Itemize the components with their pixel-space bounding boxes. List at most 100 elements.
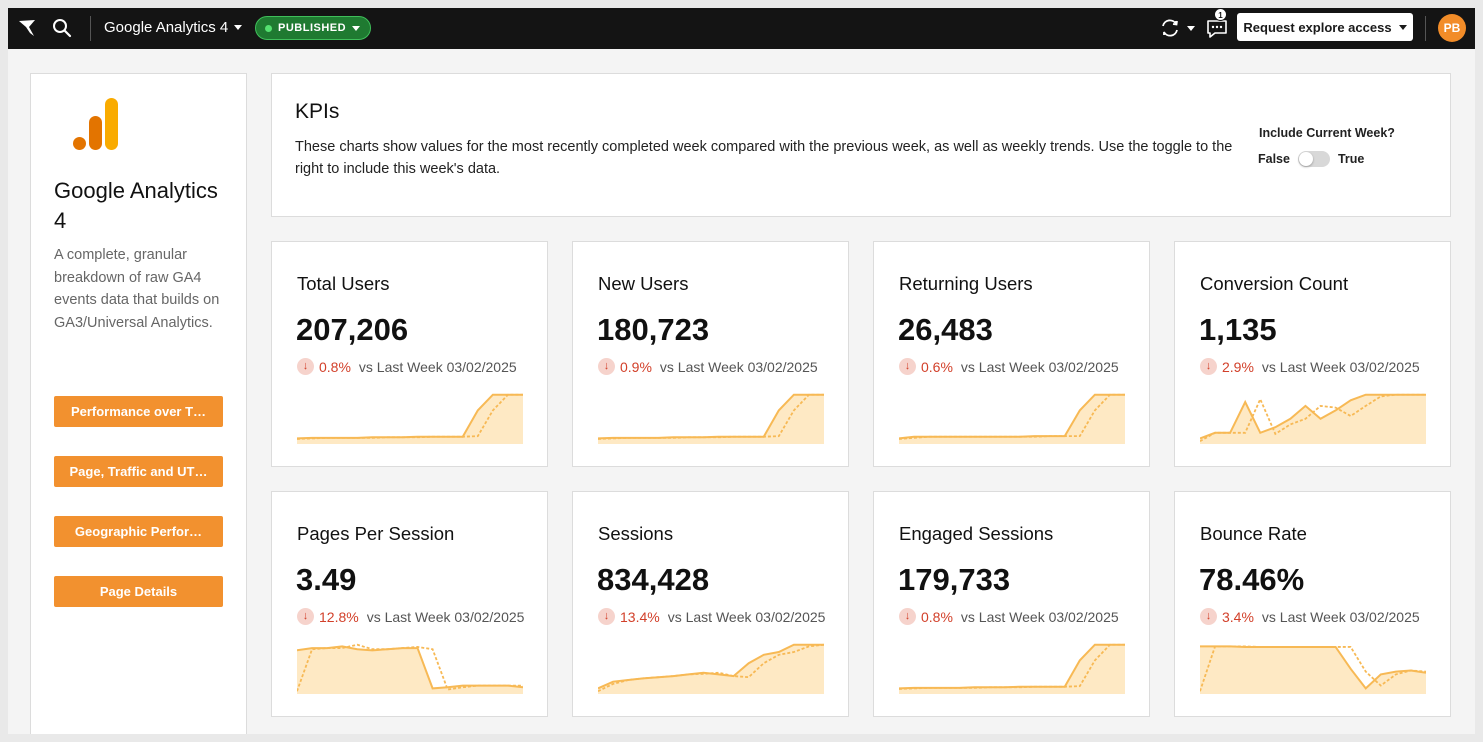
arrow-down-icon: ↓ bbox=[598, 608, 615, 625]
delta-percent: 0.8% bbox=[319, 358, 351, 375]
sigma-logo-icon[interactable] bbox=[17, 17, 39, 39]
arrow-down-icon: ↓ bbox=[899, 608, 916, 625]
sparkline-chart bbox=[297, 643, 523, 694]
delta-percent: 0.9% bbox=[620, 358, 652, 375]
sparkline-chart bbox=[1200, 645, 1426, 694]
kpi-card: New Users 180,723 ↓ 0.9% vs Last Week 03/02/… bbox=[572, 241, 849, 467]
kpi-description: These charts show values for the most re… bbox=[295, 139, 1233, 177]
kpi-card-delta: ↓ 0.9% vs Last Week 03/02/2025 bbox=[598, 358, 838, 375]
delta-percent: 12.8% bbox=[319, 608, 359, 625]
sparkline-chart bbox=[899, 393, 1125, 444]
kpi-card-title: Total Users bbox=[297, 273, 390, 294]
kpi-card-title: New Users bbox=[598, 273, 689, 294]
kpi-card-title: Sessions bbox=[598, 523, 674, 544]
delta-percent: 0.6% bbox=[921, 358, 953, 375]
comparison-label: vs Last Week 03/02/2025 bbox=[358, 358, 517, 375]
sparkline-chart bbox=[598, 393, 824, 444]
notification-count-badge: 1 bbox=[1214, 8, 1227, 21]
comment-icon[interactable] bbox=[1205, 16, 1229, 40]
kpi-card-value: 834,428 bbox=[597, 562, 710, 597]
kpi-card-delta: ↓ 3.4% vs Last Week 03/02/2025 bbox=[1200, 608, 1440, 625]
nav-button-page-details[interactable]: Page Details bbox=[54, 576, 223, 607]
sidebar-panel: Google Analytics 4 A complete, granular … bbox=[30, 73, 247, 734]
delta-percent: 13.4% bbox=[620, 608, 660, 625]
kpi-card-title: Engaged Sessions bbox=[899, 523, 1054, 544]
kpi-title: KPIs bbox=[295, 100, 340, 123]
sparkline-previous-line bbox=[297, 643, 523, 692]
kpi-card-value: 207,206 bbox=[296, 312, 409, 347]
user-avatar[interactable]: PB bbox=[1438, 14, 1466, 42]
delta-percent: 3.4% bbox=[1222, 608, 1254, 625]
kpi-card: Total Users 207,206 ↓ 0.8% vs Last Week 03/0… bbox=[271, 241, 548, 467]
workbook-title-menu[interactable]: Google Analytics 4 bbox=[104, 19, 243, 36]
kpi-card-delta: ↓ 2.9% vs Last Week 03/02/2025 bbox=[1200, 358, 1440, 375]
kpi-card-delta: ↓ 0.6% vs Last Week 03/02/2025 bbox=[899, 358, 1139, 375]
kpi-card: Conversion Count 1,135 ↓ 2.9% vs Last Week 0… bbox=[1174, 241, 1451, 467]
topbar-divider bbox=[1425, 16, 1426, 41]
toggle-false-label: False bbox=[1258, 152, 1290, 166]
sparkline-chart bbox=[598, 643, 824, 694]
kpi-card-title: Pages Per Session bbox=[297, 523, 455, 544]
include-current-week-control: False True bbox=[1258, 151, 1364, 167]
kpi-card-title: Conversion Count bbox=[1200, 273, 1349, 294]
kpi-header-card: KPIs These charts show values for the mo… bbox=[271, 73, 1451, 217]
include-current-week-toggle[interactable] bbox=[1297, 151, 1330, 167]
google-analytics-logo-icon bbox=[73, 98, 118, 150]
top-bar: Google Analytics 4 PUBLISHED 1 Request e… bbox=[8, 8, 1475, 49]
kpi-card-value: 78.46% bbox=[1199, 562, 1305, 597]
kpi-card-value: 26,483 bbox=[898, 312, 993, 347]
arrow-down-icon: ↓ bbox=[297, 358, 314, 375]
sparkline-previous-line bbox=[598, 393, 824, 440]
kpi-card: Bounce Rate 78.46% ↓ 3.4% vs Last Week 03/02… bbox=[1174, 491, 1451, 717]
sparkline-previous-line bbox=[899, 643, 1125, 690]
kpi-card: Sessions 834,428 ↓ 13.4% vs Last Week 03/02/… bbox=[572, 491, 849, 717]
sparkline-area bbox=[598, 644, 824, 694]
comparison-label: vs Last Week 03/02/2025 bbox=[960, 358, 1119, 375]
sparkline-previous-line bbox=[1200, 393, 1426, 442]
chevron-down-icon bbox=[352, 25, 361, 31]
topbar-divider bbox=[90, 16, 91, 41]
sparkline-area bbox=[297, 646, 523, 694]
sparkline-chart bbox=[899, 643, 1125, 694]
kpi-card: Returning Users 26,483 ↓ 0.6% vs Last Week 0… bbox=[873, 241, 1150, 467]
delta-percent: 2.9% bbox=[1222, 358, 1254, 375]
sparkline-previous-line bbox=[1200, 645, 1426, 692]
nav-button-performance-over-time[interactable]: Performance over T… bbox=[54, 396, 223, 427]
kpi-card-delta: ↓ 0.8% vs Last Week 03/02/2025 bbox=[297, 358, 537, 375]
comparison-label: vs Last Week 03/02/2025 bbox=[659, 358, 818, 375]
comparison-label: vs Last Week 03/02/2025 bbox=[366, 608, 525, 625]
arrow-down-icon: ↓ bbox=[297, 608, 314, 625]
kpi-card-title: Returning Users bbox=[899, 273, 1033, 294]
kpi-card: Engaged Sessions 179,733 ↓ 0.8% vs Last Week… bbox=[873, 491, 1150, 717]
kpi-card-delta: ↓ 12.8% vs Last Week 03/02/2025 bbox=[297, 608, 537, 625]
sparkline-area bbox=[1200, 394, 1426, 444]
status-label: PUBLISHED bbox=[278, 22, 347, 34]
sync-menu[interactable] bbox=[1159, 17, 1195, 39]
arrow-down-icon: ↓ bbox=[899, 358, 916, 375]
published-status-badge[interactable]: PUBLISHED bbox=[255, 16, 372, 40]
sparkline-previous-line bbox=[899, 393, 1125, 440]
nav-button-page-traffic-utm[interactable]: Page, Traffic and UT… bbox=[54, 456, 223, 487]
kpi-card-delta: ↓ 13.4% vs Last Week 03/02/2025 bbox=[598, 608, 838, 625]
kpi-card-value: 180,723 bbox=[597, 312, 710, 347]
nav-button-geographic-performance[interactable]: Geographic Perfor… bbox=[54, 516, 223, 547]
kpi-card-delta: ↓ 0.8% vs Last Week 03/02/2025 bbox=[899, 608, 1139, 625]
workbook-title: Google Analytics 4 bbox=[104, 19, 229, 36]
toggle-knob bbox=[1298, 152, 1313, 166]
chevron-down-icon bbox=[1187, 25, 1195, 31]
sparkline-chart bbox=[1200, 393, 1426, 444]
toggle-true-label: True bbox=[1337, 152, 1365, 166]
app-frame: Google Analytics 4 PUBLISHED 1 Request e… bbox=[8, 8, 1475, 734]
kpi-card-value: 1,135 bbox=[1199, 312, 1277, 347]
request-explore-access-button[interactable]: Request explore access bbox=[1237, 13, 1413, 41]
search-icon[interactable] bbox=[51, 17, 73, 39]
delta-percent: 0.8% bbox=[921, 608, 953, 625]
arrow-down-icon: ↓ bbox=[598, 358, 615, 375]
arrow-down-icon: ↓ bbox=[1200, 608, 1217, 625]
kpi-card-value: 179,733 bbox=[898, 562, 1011, 597]
kpi-card: Pages Per Session 3.49 ↓ 12.8% vs Last Week … bbox=[271, 491, 548, 717]
status-dot-icon bbox=[265, 24, 272, 32]
chevron-down-icon bbox=[234, 25, 243, 30]
comparison-label: vs Last Week 03/02/2025 bbox=[1261, 358, 1420, 375]
chevron-down-icon bbox=[1398, 24, 1407, 30]
